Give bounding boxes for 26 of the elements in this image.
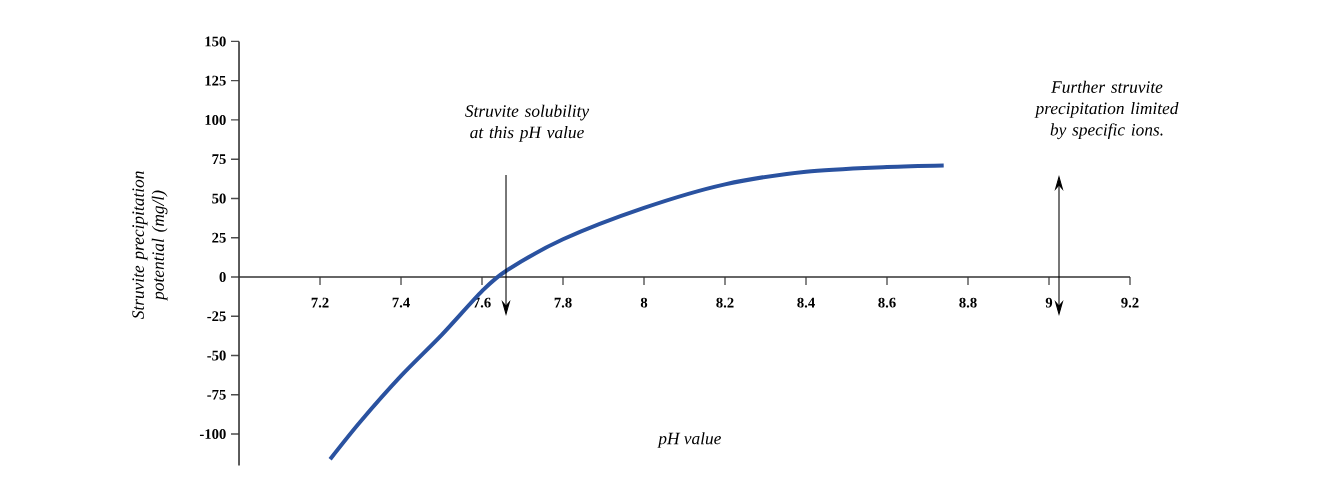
y-tick-label: 0 xyxy=(219,272,226,282)
y-tick-label: 50 xyxy=(212,193,226,204)
y-tick-label: 125 xyxy=(205,75,226,86)
x-tick-label: 8.6 xyxy=(878,297,896,308)
annotation: Further struvite precipitation limited by specific ions. xyxy=(1034,80,1179,140)
x-axis-title: pH value xyxy=(657,432,721,448)
annotation: Struvite solubility at this pH value xyxy=(465,104,590,142)
x-tick-label: 8.8 xyxy=(959,297,977,308)
x-tick-label: 7.8 xyxy=(554,297,572,308)
y-tick-label: -100 xyxy=(199,429,226,439)
x-tick-label: 7.2 xyxy=(311,297,329,308)
x-tick-label: 8.4 xyxy=(797,297,815,308)
x-tick-label: 9 xyxy=(1045,297,1053,308)
x-tick-label: 7.4 xyxy=(392,297,410,308)
x-tick-label: 8 xyxy=(640,297,648,308)
line-series xyxy=(328,163,946,462)
x-tick-label: 9.2 xyxy=(1121,297,1139,308)
y-tick-label: -75 xyxy=(207,389,226,400)
y-tick-label: -25 xyxy=(207,311,226,322)
y-tick-label: 100 xyxy=(205,115,226,125)
y-tick-label: -50 xyxy=(207,350,226,361)
y-axis-title: Struvite precipitation potential (mg/l) xyxy=(132,171,168,320)
y-tick-label: 75 xyxy=(212,154,226,165)
x-tick-label: 8.2 xyxy=(716,297,734,308)
y-tick-label: 150 xyxy=(205,36,226,47)
y-tick-label: 25 xyxy=(212,232,226,243)
